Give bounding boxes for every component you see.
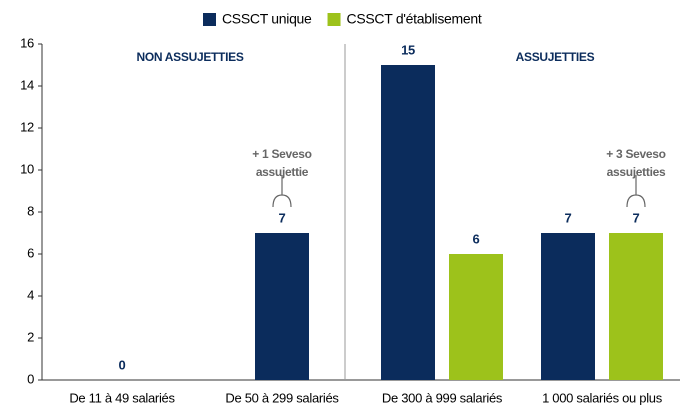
group-label: ASSUJETTIES xyxy=(516,50,595,64)
annotation: assujetties xyxy=(607,165,666,179)
y-tick-label: 16 xyxy=(20,35,34,50)
y-tick-label: 4 xyxy=(27,287,34,302)
legend-swatch xyxy=(203,13,216,26)
value-label: 7 xyxy=(633,210,640,225)
bar xyxy=(609,233,663,380)
group-label: NON ASSUJETTIES xyxy=(136,50,243,64)
annotation-bracket xyxy=(272,175,292,208)
bar xyxy=(541,233,595,380)
annotation: assujettie xyxy=(256,165,309,179)
annotation: + 1 Seveso xyxy=(252,147,311,161)
x-tick-label: De 50 à 299 salariés xyxy=(225,390,339,405)
x-tick-label: De 11 à 49 salariés xyxy=(69,390,175,405)
y-tick-label: 8 xyxy=(27,203,34,218)
y-tick-label: 14 xyxy=(20,77,34,92)
y-tick-label: 12 xyxy=(20,119,34,134)
annotation-bracket xyxy=(626,175,646,208)
y-tick-label: 2 xyxy=(27,329,34,344)
bar xyxy=(255,233,309,380)
legend-swatch xyxy=(327,13,341,26)
value-label: 6 xyxy=(473,231,480,246)
x-tick-label: 1 000 salariés ou plus xyxy=(542,390,663,405)
bar xyxy=(381,65,435,380)
y-tick-label: 10 xyxy=(20,161,34,176)
value-label: 15 xyxy=(401,42,415,57)
legend-label: CSSCT unique xyxy=(222,11,312,27)
y-tick-label: 6 xyxy=(27,245,34,260)
value-label: 0 xyxy=(119,357,126,372)
bar xyxy=(449,254,503,380)
value-label: 7 xyxy=(279,210,286,225)
x-tick-label: De 300 à 999 salariés xyxy=(382,390,503,405)
y-tick-label: 0 xyxy=(27,371,34,386)
annotation: + 3 Seveso xyxy=(606,147,665,161)
value-label: 7 xyxy=(565,210,572,225)
legend-label: CSSCT d'établisement xyxy=(347,11,482,27)
